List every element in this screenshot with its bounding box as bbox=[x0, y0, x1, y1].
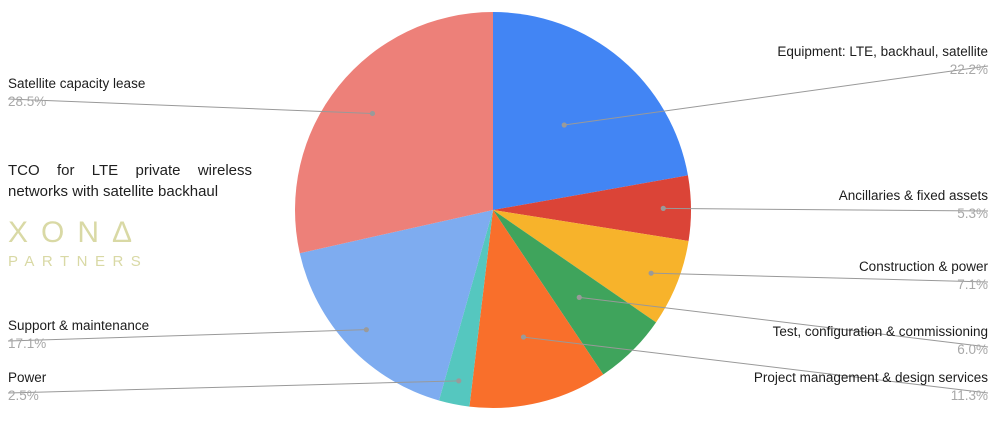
leader-dot-satellite bbox=[369, 110, 376, 117]
leader-dot-test bbox=[576, 294, 582, 300]
leader-dot-ancillaries bbox=[660, 205, 666, 211]
leader-dot-power bbox=[456, 378, 462, 384]
pie-slice-equipment[interactable] bbox=[493, 12, 688, 210]
callout-test[interactable]: Test, configuration & commissioning 6.0% bbox=[716, 324, 988, 358]
callout-percent: 6.0% bbox=[957, 342, 988, 357]
leader-line-construction bbox=[651, 272, 989, 283]
callout-percent: 5.3% bbox=[957, 206, 988, 221]
leader-line-project_management bbox=[523, 336, 989, 394]
leader-line-equipment bbox=[564, 65, 989, 126]
callout-label: Power bbox=[8, 370, 47, 385]
leader-line-power bbox=[7, 380, 459, 394]
callout-label: Construction & power bbox=[858, 259, 988, 274]
logo-mark: XONΔ bbox=[8, 216, 146, 249]
pie-slice-test[interactable] bbox=[493, 210, 657, 375]
leader-line-group bbox=[7, 65, 989, 394]
callout-ancillaries[interactable]: Ancillaries & fixed assets 5.3% bbox=[716, 188, 988, 222]
leader-line-satellite bbox=[7, 98, 373, 114]
brand-logo: XONΔ PARTNERS bbox=[8, 216, 258, 271]
callout-label: Equipment: LTE, backhaul, satellite bbox=[777, 44, 988, 59]
leader-dot-project_management bbox=[520, 334, 527, 340]
callout-percent: 22.2% bbox=[949, 62, 988, 77]
callout-label: Project management & design services bbox=[753, 370, 988, 385]
leader-dot-equipment bbox=[561, 122, 567, 128]
callout-percent: 28.5% bbox=[8, 94, 47, 109]
pie-slice-ancillaries[interactable] bbox=[493, 175, 691, 241]
pie-slice-support[interactable] bbox=[299, 210, 493, 401]
callout-percent: 2.5% bbox=[8, 388, 39, 403]
callout-label: Test, configuration & commissioning bbox=[772, 324, 988, 339]
leader-line-support bbox=[7, 329, 367, 342]
leader-dot-construction bbox=[648, 270, 654, 276]
callout-equipment[interactable]: Equipment: LTE, backhaul, satellite 22.2… bbox=[716, 44, 988, 78]
callout-percent: 11.3% bbox=[950, 388, 988, 403]
pie-slice-group bbox=[295, 12, 691, 408]
page-title: TCO for LTE private wireless networks wi… bbox=[8, 162, 252, 200]
pie-slice-satellite[interactable] bbox=[295, 12, 493, 254]
callout-power[interactable]: Power 2.5% bbox=[8, 370, 280, 404]
leader-line-test bbox=[579, 296, 989, 348]
callout-label: Support & maintenance bbox=[8, 318, 150, 333]
callout-project-management[interactable]: Project management & design services 11.… bbox=[716, 370, 988, 404]
callout-satellite[interactable]: Satellite capacity lease 28.5% bbox=[8, 76, 280, 110]
callout-support[interactable]: Support & maintenance 17.1% bbox=[8, 318, 280, 352]
logo-wordmark: PARTNERS bbox=[8, 253, 149, 270]
pie-slice-power[interactable] bbox=[438, 210, 493, 407]
pie-slice-construction[interactable] bbox=[493, 210, 689, 323]
callout-construction[interactable]: Construction & power 7.1% bbox=[716, 259, 988, 293]
leader-dot-support bbox=[363, 327, 369, 333]
callout-percent: 7.1% bbox=[957, 277, 988, 292]
callout-label: Satellite capacity lease bbox=[8, 76, 146, 91]
leader-line-ancillaries bbox=[663, 207, 989, 212]
callout-label: Ancillaries & fixed assets bbox=[838, 188, 988, 203]
pie-slice-project_management[interactable] bbox=[469, 210, 604, 408]
callout-percent: 17.1% bbox=[8, 336, 47, 351]
